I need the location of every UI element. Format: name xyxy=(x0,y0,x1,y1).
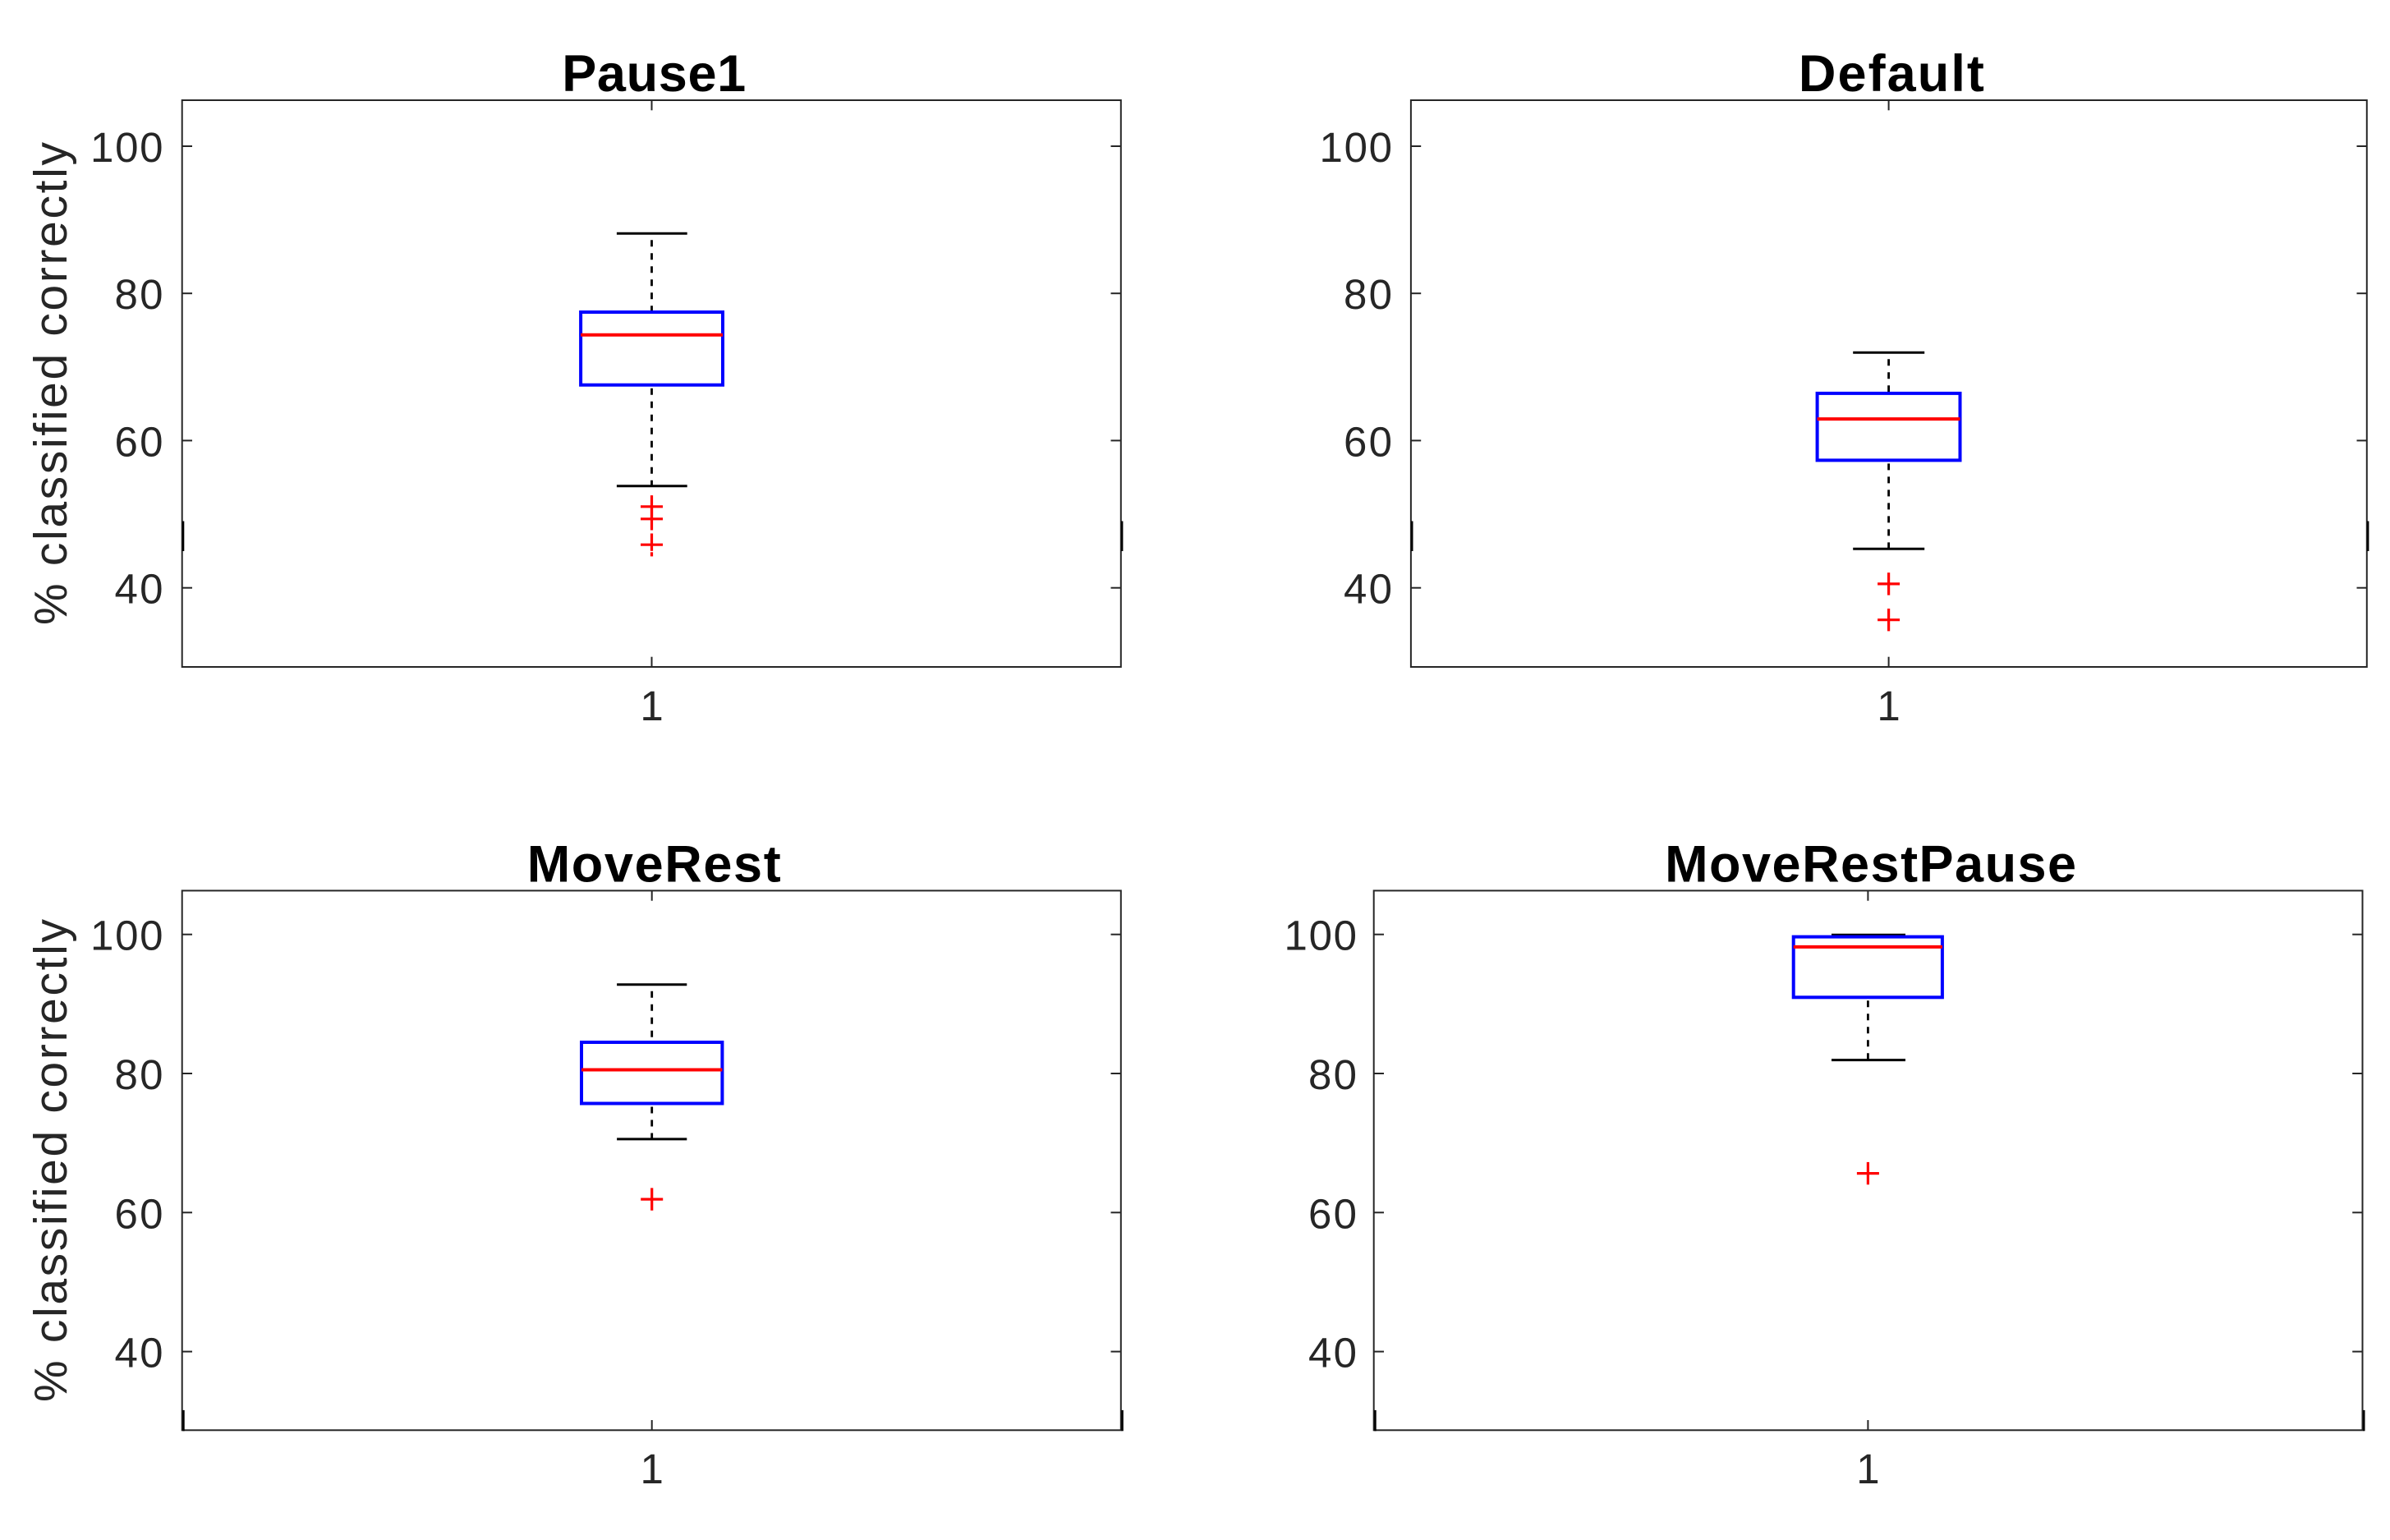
svg-text:1: 1 xyxy=(1856,1446,1879,1492)
svg-text:Default: Default xyxy=(1799,45,1984,103)
svg-text:100: 100 xyxy=(90,124,163,171)
svg-text:MoveRest: MoveRest xyxy=(527,836,781,894)
svg-text:% classified correctly: % classified correctly xyxy=(25,142,77,626)
svg-text:Pause1: Pause1 xyxy=(562,45,746,103)
svg-text:MoveRestPause: MoveRestPause xyxy=(1665,836,2076,894)
svg-text:% classified correctly: % classified correctly xyxy=(25,919,77,1403)
svg-text:100: 100 xyxy=(1285,913,1358,959)
svg-text:100: 100 xyxy=(1320,124,1393,171)
svg-text:1: 1 xyxy=(641,1446,664,1492)
svg-text:1: 1 xyxy=(640,683,663,729)
svg-text:1: 1 xyxy=(1877,683,1900,729)
svg-text:100: 100 xyxy=(90,913,163,959)
